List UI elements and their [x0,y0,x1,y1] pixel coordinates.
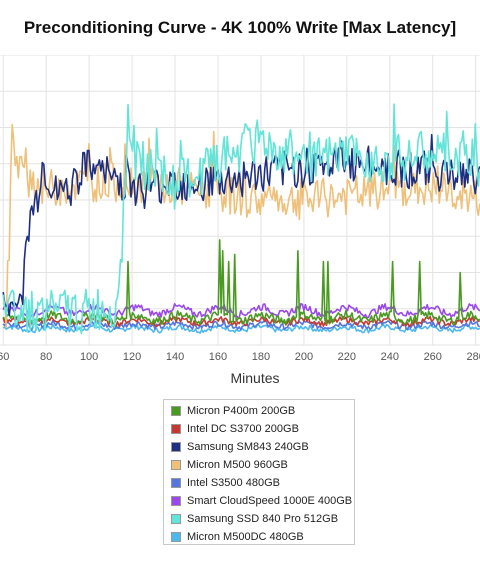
legend-item[interactable]: Samsung SSD 840 Pro 512GB [171,510,354,528]
legend-swatch [171,532,181,542]
legend-label: Micron M500 960GB [187,459,288,471]
legend-label: Samsung SSD 840 Pro 512GB [187,513,339,525]
legend-swatch [171,478,181,488]
legend-label: Smart CloudSpeed 1000E 400GB [187,495,353,507]
legend-label: Samsung SM843 240GB [187,441,309,453]
legend-swatch [171,460,181,470]
legend-label: Intel DC S3700 200GB [187,423,299,435]
x-tick-label: 200 [295,351,313,363]
legend-label: Micron M500DC 480GB [187,531,304,543]
plot-area: 60 80 100 120 140 160 180 200 220 240 260 280 [0,55,480,363]
x-tick-label: 80 [40,351,52,363]
legend-swatch [171,424,181,434]
legend-item[interactable]: Micron P400m 200GB [171,402,354,420]
x-axis-ticks: 60 80 100 120 140 160 180 200 220 240 260 280 [0,351,480,363]
x-tick-label: 280 [467,351,480,363]
legend-item[interactable]: Smart CloudSpeed 1000E 400GB [171,492,354,510]
x-tick-label: 260 [424,351,442,363]
x-tick-label: 120 [123,351,141,363]
series-line-5 [2,302,480,319]
legend-label: Micron P400m 200GB [187,405,296,417]
legend-item[interactable]: Samsung SM843 240GB [171,438,354,456]
legend: Micron P400m 200GB Intel DC S3700 200GB Sa… [163,399,355,545]
series-lines [2,103,480,335]
legend-swatch [171,514,181,524]
series-line-4 [2,319,480,331]
x-tick-label: 60 [0,351,9,363]
chart-title: Preconditioning Curve - 4K 100% Write [M… [23,18,457,37]
x-axis-label: Minutes [230,370,280,386]
x-tick-label: 180 [252,351,270,363]
legend-swatch [171,496,181,506]
series-line-2 [2,133,480,317]
series-line-6 [2,103,480,335]
legend-label: Intel S3500 480GB [187,477,280,489]
legend-item[interactable]: Intel S3500 480GB [171,474,354,492]
legend-item[interactable]: Micron M500DC 480GB [171,528,354,546]
legend-item[interactable]: Intel DC S3700 200GB [171,420,354,438]
legend-swatch [171,406,181,416]
legend-item[interactable]: Micron M500 960GB [171,456,354,474]
x-tick-label: 240 [381,351,399,363]
x-tick-label: 160 [209,351,227,363]
legend-swatch [171,442,181,452]
x-tick-label: 220 [338,351,356,363]
x-tick-label: 140 [166,351,184,363]
x-tick-label: 100 [80,351,98,363]
